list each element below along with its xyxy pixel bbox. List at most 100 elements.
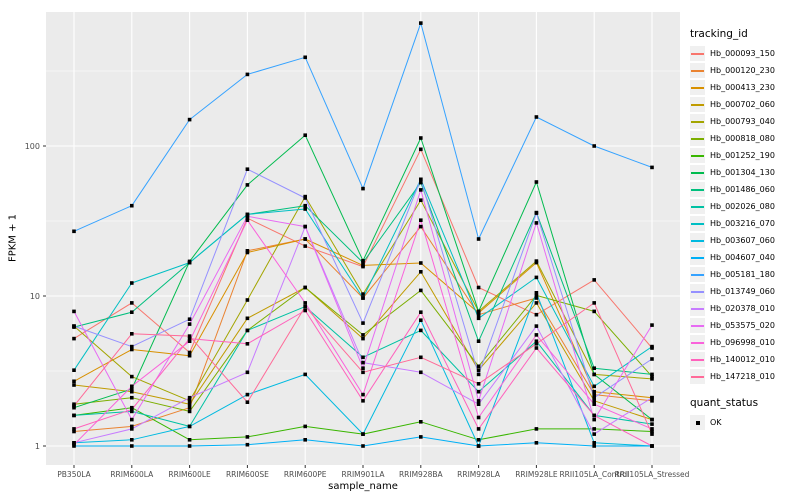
legend-color-line-icon — [691, 103, 704, 106]
data-point — [476, 444, 481, 448]
legend-key — [690, 233, 705, 248]
data-point — [361, 321, 365, 325]
data-point — [650, 323, 654, 327]
data-point — [476, 399, 481, 403]
x-tick-label: PB350LA — [57, 470, 91, 479]
data-point — [72, 229, 76, 234]
data-point — [187, 350, 192, 355]
legend-key — [690, 335, 705, 350]
data-point — [534, 296, 539, 300]
data-point — [361, 444, 365, 448]
data-point — [130, 387, 134, 391]
legend-color-line-icon — [691, 222, 704, 225]
data-point — [187, 353, 192, 358]
data-point — [361, 399, 365, 403]
legend-key — [690, 216, 705, 231]
data-point — [245, 212, 250, 217]
data-point — [187, 409, 192, 414]
legend-key — [690, 182, 705, 197]
data-point — [419, 328, 423, 333]
data-point — [130, 384, 134, 389]
y-axis-title: FPKM + 1 — [7, 213, 19, 263]
legend-items-tracking-id: Hb_000093_150 Hb_000120_230 Hb_000413_230 H… — [690, 45, 798, 385]
data-point — [361, 360, 365, 365]
data-point — [592, 366, 596, 370]
legend-item-label: Hb_003216_070 — [710, 219, 775, 228]
legend-key — [690, 352, 705, 367]
data-point — [419, 370, 423, 375]
legend-item-label: OK — [710, 418, 722, 427]
data-point — [361, 292, 365, 296]
data-point — [72, 379, 76, 384]
data-point — [534, 441, 539, 445]
data-point — [419, 147, 423, 152]
data-point — [476, 382, 481, 386]
data-point — [476, 316, 481, 321]
data-point — [245, 167, 250, 171]
data-point — [72, 427, 76, 431]
legend-item-label: Hb_000120_230 — [710, 66, 775, 75]
data-point — [476, 389, 481, 394]
data-point — [476, 402, 481, 406]
data-point — [534, 275, 539, 280]
x-tick-label: RRIM600SE — [226, 470, 269, 479]
legend-item: Hb_013749_060 — [690, 283, 798, 300]
data-point — [187, 117, 192, 122]
data-point — [130, 203, 134, 208]
y-tick-label: 10 — [30, 292, 40, 301]
data-point — [130, 332, 134, 336]
legend-item-label: Hb_002026_080 — [710, 202, 775, 211]
data-point — [592, 144, 596, 148]
legend-key — [690, 369, 705, 384]
data-point — [650, 422, 654, 426]
legend-item: Hb_000702_060 — [690, 96, 798, 113]
legend: tracking_id Hb_000093_150 Hb_000120_230 Hb… — [690, 28, 798, 431]
data-point — [650, 374, 654, 379]
legend-color-line-icon — [691, 341, 704, 344]
data-point — [187, 260, 192, 265]
data-point — [419, 180, 423, 185]
x-tick-label: RRIM928LE — [515, 470, 558, 479]
data-point — [130, 444, 134, 448]
data-point — [476, 368, 481, 372]
data-point — [650, 417, 654, 422]
x-tick-label: RRIM600PE — [284, 470, 327, 479]
data-point — [534, 115, 539, 119]
data-point — [534, 180, 539, 184]
data-point — [303, 285, 307, 290]
legend-item-label: Hb_020378_010 — [710, 304, 775, 313]
data-point — [534, 259, 539, 263]
data-point — [650, 399, 654, 403]
data-point — [361, 260, 365, 265]
data-point — [245, 370, 250, 375]
data-point — [187, 402, 192, 406]
legend-key — [690, 63, 705, 78]
legend-item: Hb_003607_060 — [690, 232, 798, 249]
legend-color-line-icon — [691, 52, 704, 55]
legend-item: Hb_147218_010 — [690, 368, 798, 385]
data-point — [476, 438, 481, 442]
data-point — [303, 304, 307, 309]
data-point — [130, 374, 134, 379]
data-point — [130, 427, 134, 431]
data-point — [72, 336, 76, 341]
data-point — [534, 342, 539, 346]
legend-items-quant-status: OK — [690, 414, 798, 431]
legend-color-line-icon — [691, 324, 704, 327]
data-point — [650, 395, 654, 400]
legend-color-line-icon — [691, 307, 704, 310]
data-point — [303, 133, 307, 137]
data-point — [419, 270, 423, 274]
data-point — [534, 301, 539, 305]
data-point — [130, 417, 134, 422]
data-point — [419, 318, 423, 322]
data-point — [419, 310, 423, 314]
data-point — [592, 399, 596, 403]
data-point — [187, 322, 192, 326]
legend-item-label: Hb_004607_040 — [710, 253, 775, 262]
data-point — [592, 392, 596, 397]
data-point — [303, 438, 307, 442]
data-point — [592, 427, 596, 431]
data-point — [650, 429, 654, 434]
data-point — [72, 441, 76, 445]
